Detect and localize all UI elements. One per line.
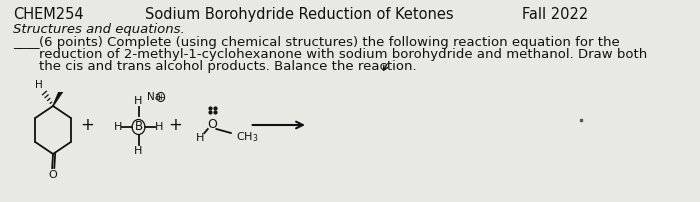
Text: +: + (80, 116, 94, 134)
Text: H: H (134, 146, 143, 156)
Text: B: B (134, 121, 143, 134)
Text: reduction of 2-methyl-1-cyclohexanone with sodium borohydride and methanol. Draw: reduction of 2-methyl-1-cyclohexanone wi… (39, 48, 648, 61)
Polygon shape (52, 92, 63, 106)
Text: CHEM254: CHEM254 (13, 7, 83, 22)
Text: ____: ____ (13, 36, 39, 49)
Text: H: H (134, 96, 143, 106)
Text: +: + (158, 93, 164, 101)
Text: the cis and trans alcohol products. Balance the reaction.: the cis and trans alcohol products. Bala… (39, 60, 417, 73)
Text: O: O (49, 170, 57, 180)
Text: Fall 2022: Fall 2022 (522, 7, 588, 22)
Text: H: H (155, 122, 163, 132)
Text: Structures and equations.: Structures and equations. (13, 23, 185, 36)
Text: +: + (169, 116, 182, 134)
Text: H: H (35, 80, 43, 90)
Text: H: H (196, 133, 204, 143)
Text: O: O (207, 119, 217, 132)
Text: CH$_3$: CH$_3$ (236, 130, 258, 144)
Text: Na: Na (147, 92, 161, 102)
Text: Sodium Borohydride Reduction of Ketones: Sodium Borohydride Reduction of Ketones (145, 7, 454, 22)
Text: (6 points) Complete (using chemical structures) the following reaction equation : (6 points) Complete (using chemical stru… (39, 36, 620, 49)
Text: H: H (114, 122, 122, 132)
